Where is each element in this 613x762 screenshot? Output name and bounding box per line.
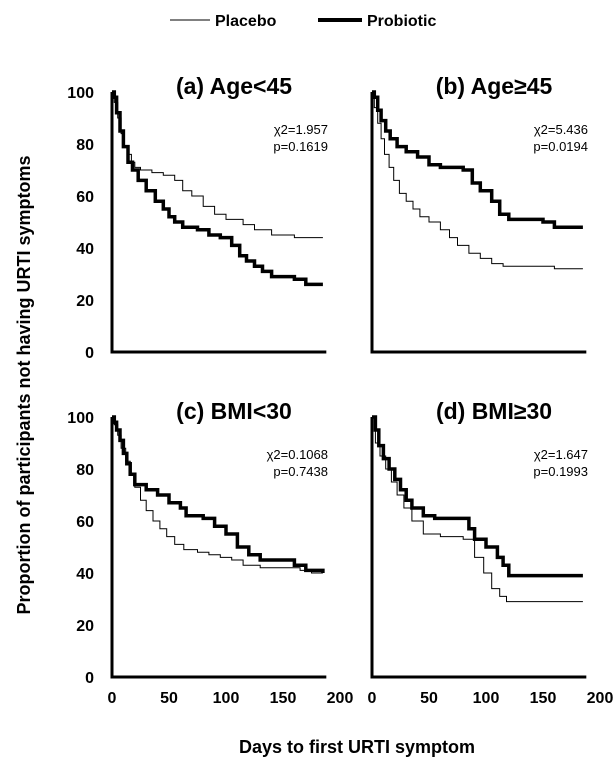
series-probiotic-a (112, 90, 323, 287)
panel-title-c: (c) BMI<30 (176, 398, 292, 424)
panel-c: 0 20 40 60 80 100 0 50 100 150 200 (c) BMI<30 χ2=0.1… (67, 398, 353, 707)
series-probiotic-b (372, 90, 583, 229)
series-placebo-a (112, 91, 323, 239)
panel-title-b: (b) Age≥45 (436, 73, 553, 99)
y-tick-label-c: 80 (76, 462, 94, 479)
y-axis-title: Proportion of participants not having UR… (14, 155, 34, 614)
y-tick-label-a: 20 (76, 293, 94, 310)
x-tick-label-c: 0 (108, 690, 117, 707)
p-value-a: p=0.1619 (273, 139, 328, 154)
legend-label-probiotic: Probiotic (367, 13, 436, 30)
legend: Placebo Probiotic (170, 13, 436, 30)
y-tick-label-a: 0 (85, 345, 94, 362)
y-tick-label-c: 60 (76, 514, 94, 531)
panel-title-a: (a) Age<45 (176, 73, 292, 99)
y-tick-label-a: 80 (76, 137, 94, 154)
x-tick-label-d: 50 (420, 690, 438, 707)
x-tick-label-c: 100 (213, 690, 240, 707)
y-tick-label-a: 100 (67, 85, 94, 102)
panel-b: (b) Age≥45 χ2=5.436 p=0.0194 (370, 73, 588, 354)
x-tick-label-d: 100 (473, 690, 500, 707)
chi-square-d: χ2=1.647 (534, 447, 588, 462)
legend-label-placebo: Placebo (215, 13, 277, 30)
series-probiotic-d (372, 415, 583, 578)
y-tick-label-c: 0 (85, 670, 94, 687)
y-tick-label-c: 100 (67, 410, 94, 427)
y-tick-label-a: 40 (76, 241, 94, 258)
panel-a: 0 20 40 60 80 100 (a) Age<45 χ2=1.957 p=0.1619 (67, 73, 328, 362)
p-value-d: p=0.1993 (533, 464, 588, 479)
y-tick-label-c: 20 (76, 618, 94, 635)
x-tick-label-c: 200 (327, 690, 354, 707)
chi-square-a: χ2=1.957 (274, 122, 328, 137)
p-value-c: p=0.7438 (273, 464, 328, 479)
x-tick-label-c: 50 (160, 690, 178, 707)
x-axis-title: Days to first URTI symptom (239, 737, 475, 757)
y-tick-label-c: 40 (76, 566, 94, 583)
x-tick-label-d: 200 (587, 690, 613, 707)
p-value-b: p=0.0194 (533, 139, 588, 154)
x-tick-label-d: 0 (368, 690, 377, 707)
x-tick-label-d: 150 (530, 690, 557, 707)
series-placebo-b (372, 91, 583, 270)
panel-title-d: (d) BMI≥30 (436, 398, 552, 424)
series-probiotic-c (112, 415, 325, 573)
x-tick-label-c: 150 (270, 690, 297, 707)
panel-d: 0 50 100 150 200 (d) BMI≥30 χ2=1.647 p=0.1993 (368, 398, 613, 707)
chi-square-c: χ2=0.1068 (267, 447, 328, 462)
chi-square-b: χ2=5.436 (534, 122, 588, 137)
y-tick-label-a: 60 (76, 189, 94, 206)
series-placebo-c (112, 416, 323, 574)
